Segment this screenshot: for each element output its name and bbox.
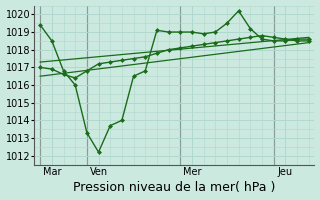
X-axis label: Pression niveau de la mer( hPa ): Pression niveau de la mer( hPa ) (73, 181, 276, 194)
